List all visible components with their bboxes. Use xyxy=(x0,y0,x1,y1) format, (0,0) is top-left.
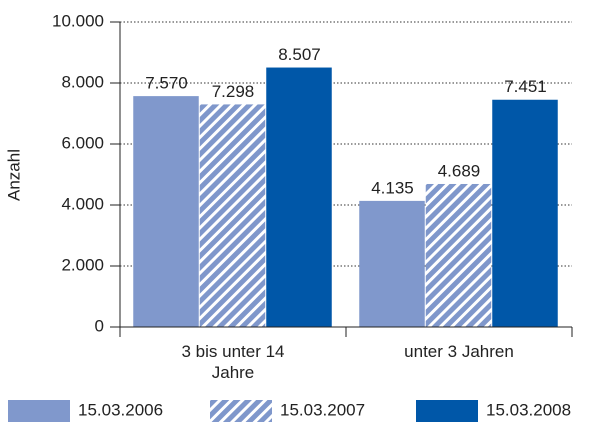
x-tick-label: unter 3 Jahren xyxy=(404,342,514,361)
y-tick-label: 8.000 xyxy=(61,72,104,91)
bar xyxy=(492,99,558,327)
legend-label: 15.03.2007 xyxy=(280,400,365,419)
data-label: 4.135 xyxy=(371,178,414,197)
data-label: 7.570 xyxy=(145,74,188,93)
data-label: 7.298 xyxy=(212,82,255,101)
bar xyxy=(359,200,425,327)
y-tick-label: 6.000 xyxy=(61,133,104,152)
y-tick-label: 0 xyxy=(95,316,104,335)
bar xyxy=(266,67,332,327)
legend-swatch xyxy=(416,400,478,422)
legend-swatch xyxy=(8,400,70,422)
bar xyxy=(425,183,492,327)
y-tick-label: 10.000 xyxy=(52,11,104,30)
data-label: 4.689 xyxy=(438,161,481,180)
legend-swatch xyxy=(210,400,272,422)
y-axis-label: Anzahl xyxy=(4,149,23,201)
x-tick-label: 3 bis unter 14 Jahre xyxy=(181,342,285,382)
legend-label: 15.03.2006 xyxy=(78,400,163,419)
bar xyxy=(199,104,266,327)
data-label: 7.451 xyxy=(504,77,547,96)
y-tick-label: 2.000 xyxy=(61,255,104,274)
bar xyxy=(133,96,199,328)
data-label: 8.507 xyxy=(278,45,321,64)
legend-label: 15.03.2008 xyxy=(486,400,571,419)
y-tick-label: 4.000 xyxy=(61,194,104,213)
